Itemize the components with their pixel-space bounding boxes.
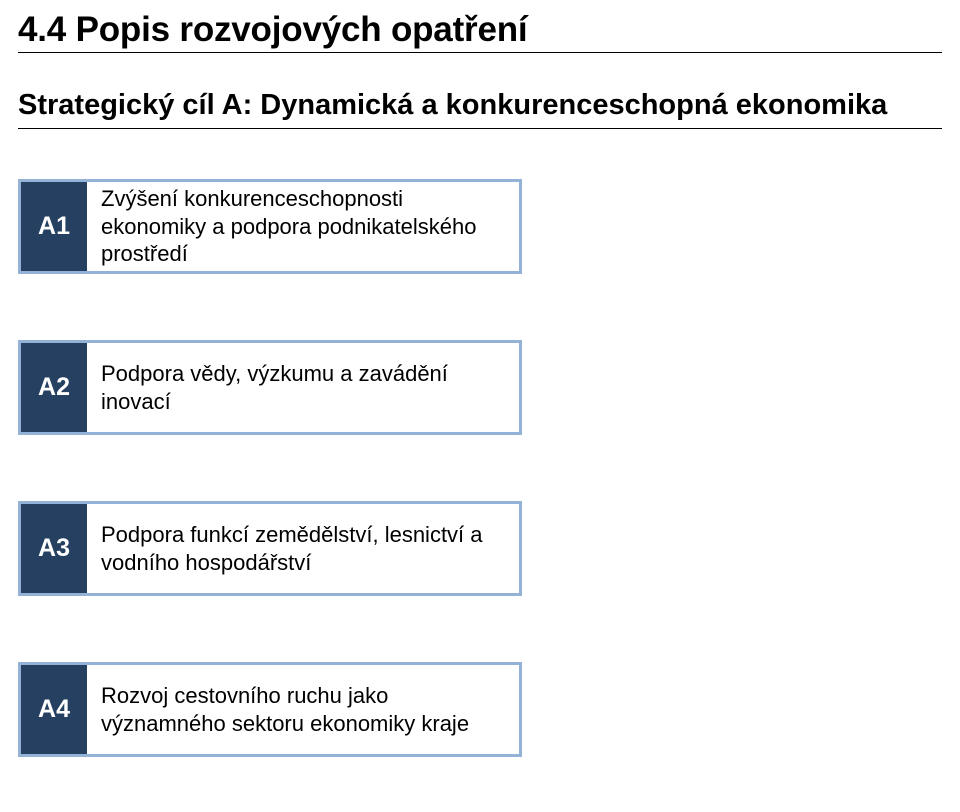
item-desc-box: Podpora vědy, výzkumu a zavádění inovací (87, 340, 522, 435)
item-row: A1 Zvýšení konkurenceschopnosti ekonomik… (18, 179, 942, 274)
section-number-title: 4.4 Popis rozvojových opatření (18, 10, 942, 50)
item-desc-box: Rozvoj cestovního ruchu jako významného … (87, 662, 522, 757)
item-desc: Podpora vědy, výzkumu a zavádění inovací (101, 360, 503, 415)
item-row: A2 Podpora vědy, výzkumu a zavádění inov… (18, 340, 942, 435)
subtitle-divider (18, 128, 942, 129)
item-desc: Podpora funkcí zemědělství, lesnictví a … (101, 521, 503, 576)
strategic-goal-title: Strategický cíl A: Dynamická a konkurenc… (18, 89, 942, 122)
item-code: A2 (38, 373, 70, 402)
item-code-box: A1 (18, 179, 87, 274)
item-desc-box: Podpora funkcí zemědělství, lesnictví a … (87, 501, 522, 596)
item-code-box: A2 (18, 340, 87, 435)
item-code: A3 (38, 534, 70, 563)
item-code-box: A3 (18, 501, 87, 596)
item-desc: Rozvoj cestovního ruchu jako významného … (101, 682, 503, 737)
item-code: A4 (38, 695, 70, 724)
item-row: A4 Rozvoj cestovního ruchu jako významné… (18, 662, 942, 757)
item-code: A1 (38, 212, 70, 241)
page-root: 4.4 Popis rozvojových opatření Strategic… (0, 0, 960, 757)
item-desc: Zvýšení konkurenceschopnosti ekonomiky a… (101, 185, 503, 268)
item-code-box: A4 (18, 662, 87, 757)
title-divider (18, 52, 942, 53)
item-desc-box: Zvýšení konkurenceschopnosti ekonomiky a… (87, 179, 522, 274)
item-row: A3 Podpora funkcí zemědělství, lesnictví… (18, 501, 942, 596)
items-container: A1 Zvýšení konkurenceschopnosti ekonomik… (18, 179, 942, 757)
